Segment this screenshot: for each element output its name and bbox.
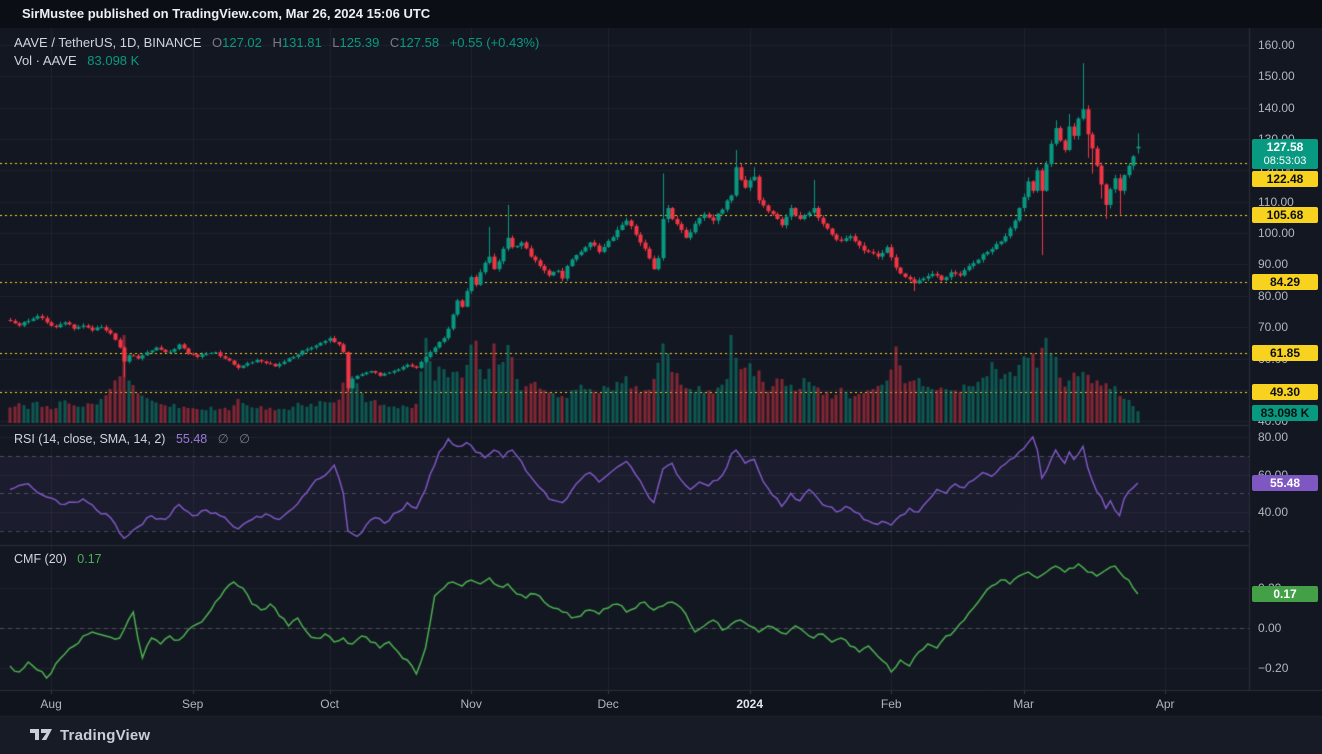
rsi-legend[interactable]: RSI (14, close, SMA, 14, 2) 55.48 ∅ ∅ bbox=[14, 431, 257, 446]
time-axis-label-dec: Dec bbox=[597, 697, 619, 711]
price-level-badge: 105.68 bbox=[1252, 207, 1318, 224]
ohlc-open-label: O bbox=[212, 35, 223, 50]
price-level-badge: 84.29 bbox=[1252, 274, 1318, 291]
cmf-value-badge: 0.17 bbox=[1252, 586, 1318, 602]
rsi-legend-title[interactable]: RSI (14, close, SMA, 14, 2) bbox=[14, 432, 166, 446]
rsi-value-badge: 55.48 bbox=[1252, 474, 1318, 491]
price-axis-label: 110.00 bbox=[1258, 194, 1294, 209]
price-axis-label: 150.00 bbox=[1258, 69, 1295, 84]
price-change: +0.55 (+0.43%) bbox=[449, 35, 540, 50]
cmf-legend[interactable]: CMF (20) 0.17 bbox=[14, 552, 109, 566]
volume-legend-label[interactable]: Vol · AAVE bbox=[14, 53, 77, 68]
symbol-title[interactable]: AAVE / TetherUS, 1D, BINANCE bbox=[14, 35, 202, 50]
footer-bar: TradingView bbox=[0, 717, 1322, 754]
rsi-empty-set-icon: ∅ bbox=[239, 432, 250, 446]
cmf-axis-label: 0.00 bbox=[1258, 621, 1282, 635]
cmf-legend-value: 0.17 bbox=[77, 552, 102, 566]
tradingview-brand-text[interactable]: TradingView bbox=[60, 727, 151, 744]
price-level-badge: 61.85 bbox=[1252, 344, 1318, 361]
time-axis-label-aug: Aug bbox=[40, 697, 62, 711]
price-level-badge: 122.48 bbox=[1252, 170, 1318, 187]
cmf-legend-title[interactable]: CMF (20) bbox=[14, 552, 67, 566]
price-axis-label: 80.00 bbox=[1258, 288, 1289, 303]
price-level-badge: 49.30 bbox=[1252, 384, 1318, 401]
tradingview-logo-icon[interactable] bbox=[30, 729, 52, 742]
publish-header-text: SirMustee published on TradingView.com, … bbox=[22, 6, 431, 21]
time-axis-label-apr: Apr bbox=[1155, 697, 1175, 711]
rsi-axis-label: 40.00 bbox=[1258, 505, 1289, 519]
bar-countdown: 08:53:03 bbox=[1263, 154, 1307, 167]
time-axis-label-oct: Oct bbox=[320, 697, 339, 711]
time-axis-label-sep: Sep bbox=[181, 697, 204, 711]
rsi-axis-label: 80.00 bbox=[1258, 430, 1289, 444]
cmf-axis-label: −0.20 bbox=[1258, 661, 1289, 675]
ohlc-close-label: C bbox=[389, 35, 400, 50]
price-axis-label: 100.00 bbox=[1258, 226, 1295, 241]
last-price-badge: 127.58 08:53:03 bbox=[1252, 138, 1318, 169]
rsi-legend-value: 55.48 bbox=[175, 432, 208, 446]
ohlc-low-label: L bbox=[332, 35, 340, 50]
symbol-legend[interactable]: AAVE / TetherUS, 1D, BINANCE O127.02 H13… bbox=[14, 35, 546, 50]
time-axis-label-mar: Mar bbox=[1013, 697, 1034, 711]
volume-legend-value: 83.098 K bbox=[87, 53, 140, 68]
ohlc-low-value: 125.39 bbox=[339, 35, 380, 50]
price-axis-label: 70.00 bbox=[1258, 320, 1289, 335]
volume-legend[interactable]: Vol · AAVE 83.098 K bbox=[14, 53, 146, 68]
time-axis-label-nov: Nov bbox=[460, 697, 482, 711]
ohlc-high-label: H bbox=[272, 35, 282, 50]
volume-axis-badge: 83.098 K bbox=[1252, 405, 1318, 422]
time-axis-label-2024: 2024 bbox=[736, 697, 764, 711]
price-axis-label: 160.00 bbox=[1258, 38, 1295, 52]
price-axis-label: 90.00 bbox=[1258, 257, 1289, 272]
ohlc-close-value: 127.58 bbox=[399, 35, 440, 50]
last-price-value: 127.58 bbox=[1266, 139, 1304, 154]
publish-header: SirMustee published on TradingView.com, … bbox=[0, 0, 1322, 28]
price-axis-label: 140.00 bbox=[1258, 100, 1295, 115]
rsi-empty-set-icon: ∅ bbox=[217, 432, 229, 446]
ohlc-high-value: 131.81 bbox=[281, 35, 322, 50]
ohlc-open-value: 127.02 bbox=[222, 35, 262, 50]
time-axis-label-feb: Feb bbox=[880, 697, 902, 711]
